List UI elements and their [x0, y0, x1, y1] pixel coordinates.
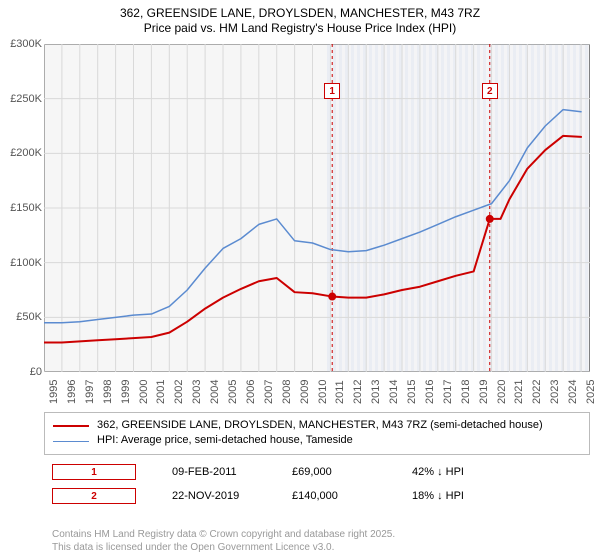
legend: 362, GREENSIDE LANE, DROYLSDEN, MANCHEST…	[44, 412, 590, 455]
legend-label: 362, GREENSIDE LANE, DROYLSDEN, MANCHEST…	[97, 418, 543, 433]
attribution-line: This data is licensed under the Open Gov…	[52, 541, 395, 554]
refline-label: 2	[482, 83, 498, 99]
x-axis-tick: 1995	[48, 380, 60, 404]
legend-row: 362, GREENSIDE LANE, DROYLSDEN, MANCHEST…	[53, 418, 581, 433]
x-axis-tick: 1998	[102, 380, 114, 404]
x-axis-tick: 2013	[370, 380, 382, 404]
marker-price: £140,000	[292, 490, 376, 502]
marker-row: 1 09-FEB-2011 £69,000 42% ↓ HPI	[44, 460, 590, 484]
x-axis-tick: 2005	[227, 380, 239, 404]
y-axis-tick: £250K	[0, 93, 42, 105]
x-axis-tick: 2011	[334, 380, 346, 404]
x-axis-tick: 2017	[442, 380, 454, 404]
x-axis-tick: 2020	[496, 380, 508, 404]
marker-delta: 18% ↓ HPI	[412, 490, 496, 502]
x-axis-tick: 2022	[531, 380, 543, 404]
marker-date: 09-FEB-2011	[172, 466, 256, 478]
marker-delta: 42% ↓ HPI	[412, 466, 496, 478]
title-line-2: Price paid vs. HM Land Registry's House …	[0, 21, 600, 36]
x-axis-tick: 2008	[281, 380, 293, 404]
x-axis-tick: 2007	[263, 380, 275, 404]
y-axis-tick: £200K	[0, 147, 42, 159]
x-axis-tick: 2001	[155, 380, 167, 404]
marker-badge: 1	[52, 464, 136, 480]
y-axis-tick: £100K	[0, 257, 42, 269]
legend-row: HPI: Average price, semi-detached house,…	[53, 433, 581, 448]
legend-label: HPI: Average price, semi-detached house,…	[97, 433, 353, 448]
x-axis-tick: 2025	[585, 380, 597, 404]
x-axis-tick: 2006	[245, 380, 257, 404]
x-axis-tick: 2009	[299, 380, 311, 404]
chart-area: 12	[44, 44, 590, 372]
y-axis-tick: £0	[0, 366, 42, 378]
attribution-line: Contains HM Land Registry data © Crown c…	[52, 528, 395, 541]
x-axis-tick: 2024	[567, 380, 579, 404]
chart-svg	[44, 44, 590, 372]
marker-price: £69,000	[292, 466, 376, 478]
chart-title: 362, GREENSIDE LANE, DROYLSDEN, MANCHEST…	[0, 0, 600, 36]
x-axis-tick: 2021	[513, 380, 525, 404]
x-axis-tick: 2012	[352, 380, 364, 404]
attribution: Contains HM Land Registry data © Crown c…	[52, 528, 395, 554]
x-axis-tick: 2003	[191, 380, 203, 404]
marker-row: 2 22-NOV-2019 £140,000 18% ↓ HPI	[44, 484, 590, 508]
y-axis-tick: £50K	[0, 311, 42, 323]
marker-badge: 2	[52, 488, 136, 504]
legend-swatch	[53, 441, 89, 442]
x-axis-tick: 2014	[388, 380, 400, 404]
x-axis-tick: 1996	[66, 380, 78, 404]
x-axis-tick: 1997	[84, 380, 96, 404]
x-axis-tick: 2004	[209, 380, 221, 404]
marker-date: 22-NOV-2019	[172, 490, 256, 502]
x-axis-tick: 2019	[478, 380, 490, 404]
y-axis-tick: £300K	[0, 38, 42, 50]
title-line-1: 362, GREENSIDE LANE, DROYLSDEN, MANCHEST…	[0, 6, 600, 21]
legend-swatch	[53, 425, 89, 427]
x-axis-tick: 2000	[138, 380, 150, 404]
x-axis-tick: 2018	[460, 380, 472, 404]
refline-label: 1	[324, 83, 340, 99]
x-axis-tick: 2015	[406, 380, 418, 404]
x-axis-tick: 2010	[317, 380, 329, 404]
x-axis-tick: 2023	[549, 380, 561, 404]
x-axis-tick: 2002	[173, 380, 185, 404]
y-axis-tick: £150K	[0, 202, 42, 214]
x-axis-tick: 2016	[424, 380, 436, 404]
x-axis-tick: 1999	[120, 380, 132, 404]
marker-table: 1 09-FEB-2011 £69,000 42% ↓ HPI 2 22-NOV…	[44, 460, 590, 508]
